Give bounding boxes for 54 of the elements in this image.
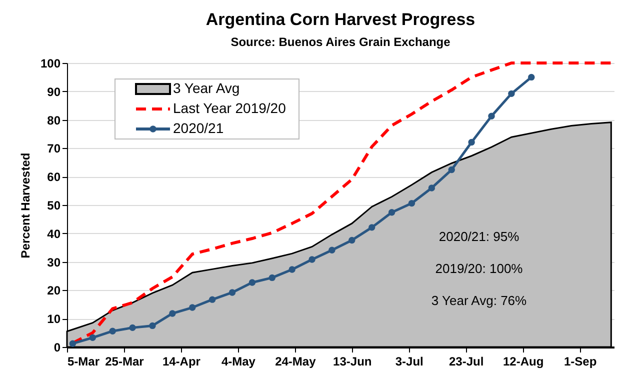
x-tick-label: 1-Sep xyxy=(564,354,597,368)
legend-label: 2020/21 xyxy=(173,120,224,136)
point xyxy=(468,138,475,146)
point xyxy=(208,296,216,303)
chart-title: Argentina Corn Harvest Progress xyxy=(206,10,476,29)
y-tick-label: 20 xyxy=(47,284,61,298)
x-tick-label: 23-Jul xyxy=(449,354,484,368)
y-tick-label: 10 xyxy=(47,312,61,326)
point xyxy=(288,266,296,273)
legend-label: 3 Year Avg xyxy=(173,80,240,96)
annotation: 2019/20: 100% xyxy=(435,261,524,276)
y-tick-label: 50 xyxy=(47,198,61,212)
point xyxy=(169,310,176,317)
x-tick-label: 3-Jul xyxy=(395,354,424,368)
point xyxy=(368,224,376,231)
point xyxy=(149,322,156,330)
point xyxy=(129,324,136,332)
annotation: 2020/21: 95% xyxy=(438,229,520,244)
x-tick-label: 13-Jun xyxy=(333,354,372,368)
annotation: 3 Year Avg: 76% xyxy=(431,293,528,308)
point xyxy=(388,209,396,216)
y-axis-title: Percent Harvested xyxy=(18,152,32,258)
point xyxy=(189,304,196,311)
point xyxy=(428,184,436,192)
y-tick-label: 90 xyxy=(47,84,61,99)
y-tick-label: 0 xyxy=(54,340,61,354)
y-tick-label: 80 xyxy=(47,113,61,128)
point xyxy=(408,200,416,207)
point xyxy=(248,279,256,286)
x-tick-label: 24-May xyxy=(275,354,316,368)
x-tick-label: 12-Aug xyxy=(502,354,544,368)
point xyxy=(109,328,116,334)
point xyxy=(348,236,356,244)
point xyxy=(308,256,316,263)
point xyxy=(508,90,515,98)
point xyxy=(89,334,96,341)
y-tick-label: 40 xyxy=(47,226,61,241)
chart-subtitle: Source: Buenos Aires Grain Exchange xyxy=(230,35,451,49)
x-tick-label: 4-May xyxy=(221,354,256,368)
legend-label: Last Year 2019/20 xyxy=(173,100,286,116)
point xyxy=(268,274,276,282)
point xyxy=(228,289,236,296)
point xyxy=(328,246,336,254)
y-tick-label: 100 xyxy=(40,56,61,70)
x-tick-label: 14-Apr xyxy=(162,354,201,368)
x-tick-label: 25-Mar xyxy=(105,354,144,368)
y-tick-label: 60 xyxy=(47,170,61,184)
point xyxy=(69,340,76,347)
y-tick-label: 30 xyxy=(47,255,61,270)
x-tick-label: 5-Mar xyxy=(68,354,100,368)
y-tick-label: 70 xyxy=(47,142,61,156)
point xyxy=(488,112,495,120)
point xyxy=(448,166,455,174)
point xyxy=(528,74,535,81)
